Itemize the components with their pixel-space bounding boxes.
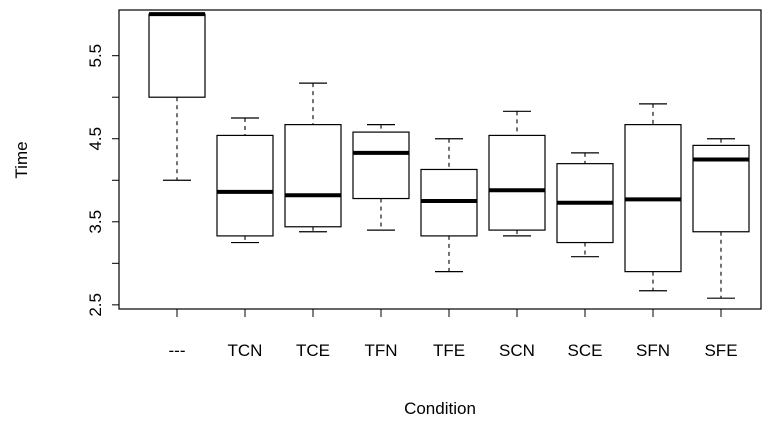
box-group-tfe	[420, 138, 478, 273]
x-tick-label: TFN	[364, 341, 397, 360]
y-tick-label: 2.5	[86, 293, 105, 317]
y-axis-label: Time	[12, 141, 31, 178]
y-tick-label: 5.5	[86, 44, 105, 68]
box-group-tce	[284, 82, 342, 233]
x-tick-label: TFE	[433, 341, 465, 360]
x-axis-label: Condition	[404, 399, 476, 418]
x-tick-label: ---	[169, 341, 186, 360]
box-group-scn	[488, 110, 546, 237]
plot-frame	[118, 9, 762, 310]
box-group-tfn	[352, 124, 410, 231]
y-tick-label: 3.5	[86, 210, 105, 234]
box-iqr	[148, 13, 206, 98]
x-tick-label: TCN	[228, 341, 263, 360]
box-group-sfe	[692, 138, 750, 299]
box-iqr	[284, 124, 342, 228]
box-iqr	[352, 131, 410, 200]
x-tick-label: SCN	[499, 341, 535, 360]
x-tick-label: SFE	[704, 341, 737, 360]
box-group-sfn	[624, 103, 682, 292]
boxes	[148, 12, 750, 299]
y-axis: 2.5 3.5 4.5 5.5	[86, 44, 119, 317]
x-tick-label: SCE	[568, 341, 603, 360]
x-tick-label: SFN	[636, 341, 670, 360]
box-group-tcn	[216, 117, 274, 244]
y-tick-label: 4.5	[86, 127, 105, 151]
box-group-	[148, 12, 206, 181]
box-iqr	[488, 134, 546, 231]
x-tick-label: TCE	[296, 341, 330, 360]
box-iqr	[216, 134, 274, 237]
x-axis: --- TCN TCE TFN TFE SCN SCE SFN SFE	[169, 309, 738, 360]
box-group-sce	[556, 152, 614, 258]
